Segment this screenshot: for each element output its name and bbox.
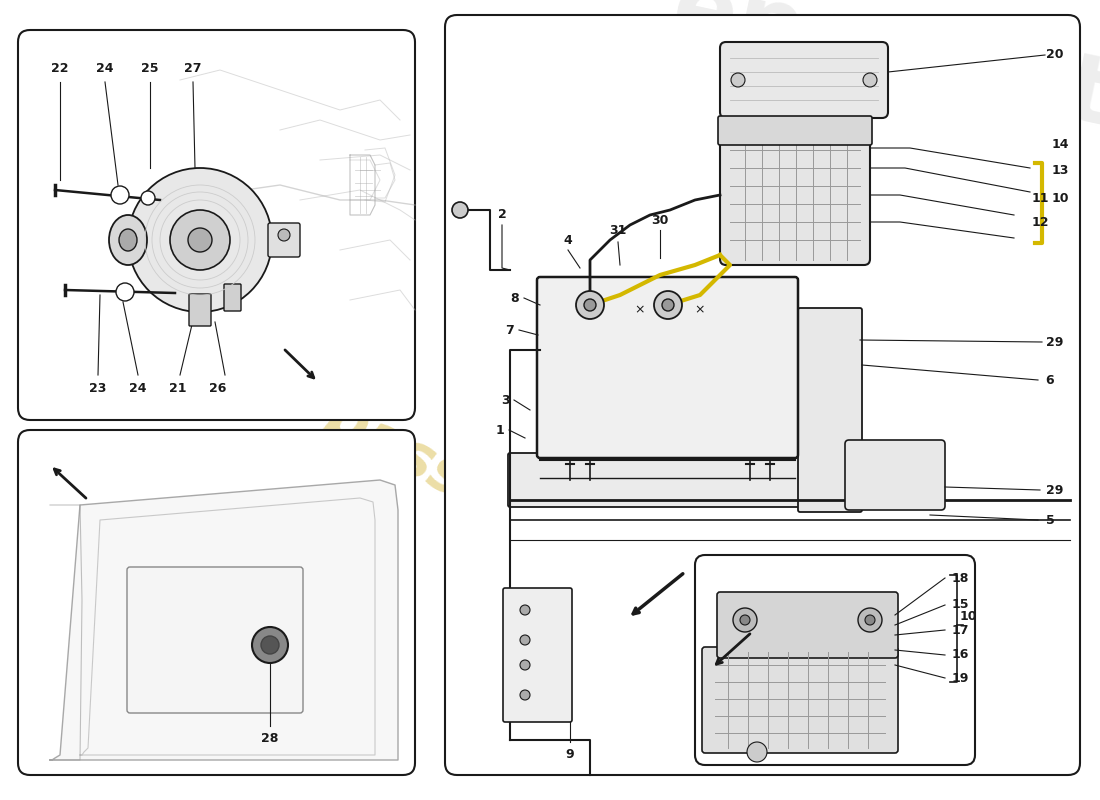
FancyBboxPatch shape [189,294,211,326]
Text: 26: 26 [209,382,227,394]
Text: 4: 4 [563,234,572,246]
Circle shape [584,299,596,311]
Text: ×: × [635,303,646,317]
Circle shape [520,690,530,700]
FancyBboxPatch shape [718,116,872,145]
FancyBboxPatch shape [446,15,1080,775]
Text: 25: 25 [141,62,158,74]
Ellipse shape [119,229,138,251]
Circle shape [188,228,212,252]
FancyBboxPatch shape [508,453,822,507]
Text: ×: × [695,303,705,317]
FancyBboxPatch shape [720,130,870,265]
Text: 17: 17 [952,623,969,637]
Text: epc.parts: epc.parts [664,0,1100,158]
Circle shape [520,635,530,645]
Text: 10: 10 [959,610,977,623]
Text: 29: 29 [1046,483,1064,497]
Text: 23: 23 [89,382,107,394]
Circle shape [278,229,290,241]
Text: 18: 18 [952,571,969,585]
Circle shape [170,210,230,270]
Circle shape [858,608,882,632]
Text: 27: 27 [185,62,201,74]
FancyBboxPatch shape [720,42,888,118]
Circle shape [740,615,750,625]
FancyBboxPatch shape [503,588,572,722]
Circle shape [864,73,877,87]
Ellipse shape [109,215,147,265]
Text: a passion for parts: a passion for parts [263,359,837,701]
FancyBboxPatch shape [126,567,302,713]
Circle shape [662,299,674,311]
Circle shape [252,627,288,663]
FancyBboxPatch shape [717,592,898,658]
Text: 2: 2 [497,209,506,222]
Text: 29: 29 [1046,335,1064,349]
Circle shape [261,636,279,654]
Text: 22: 22 [52,62,68,74]
FancyBboxPatch shape [224,284,241,311]
Text: 24: 24 [97,62,113,74]
Circle shape [733,608,757,632]
Text: 28: 28 [262,731,278,745]
Circle shape [865,615,874,625]
FancyBboxPatch shape [798,308,862,512]
Circle shape [654,291,682,319]
Polygon shape [50,480,398,760]
Circle shape [520,660,530,670]
Circle shape [732,73,745,87]
FancyBboxPatch shape [537,277,798,458]
FancyBboxPatch shape [695,555,975,765]
Text: 5: 5 [1046,514,1055,526]
Text: 3: 3 [500,394,509,406]
Circle shape [520,605,530,615]
Text: 20: 20 [1046,49,1064,62]
FancyBboxPatch shape [18,430,415,775]
Text: 7: 7 [506,323,515,337]
Text: 10: 10 [1052,191,1069,205]
Text: 24: 24 [130,382,146,394]
Circle shape [116,283,134,301]
Text: 6: 6 [1046,374,1054,386]
Text: 12: 12 [1032,215,1048,229]
Text: 21: 21 [169,382,187,394]
FancyBboxPatch shape [18,30,415,420]
Text: 15: 15 [952,598,969,611]
Text: 19: 19 [952,671,969,685]
FancyBboxPatch shape [702,647,898,753]
Circle shape [747,742,767,762]
FancyBboxPatch shape [268,223,300,257]
Text: 30: 30 [651,214,669,226]
Text: 11: 11 [1032,191,1048,205]
Text: 16: 16 [952,649,969,662]
Text: 1: 1 [496,423,505,437]
Text: 31: 31 [609,223,627,237]
FancyBboxPatch shape [845,440,945,510]
Text: ×: × [574,303,585,317]
Circle shape [111,186,129,204]
Circle shape [452,202,468,218]
Circle shape [576,291,604,319]
Text: 9: 9 [565,749,574,762]
Circle shape [141,191,155,205]
Text: 8: 8 [510,291,519,305]
Text: 14: 14 [1052,138,1069,151]
Circle shape [128,168,272,312]
Text: 13: 13 [1052,163,1069,177]
